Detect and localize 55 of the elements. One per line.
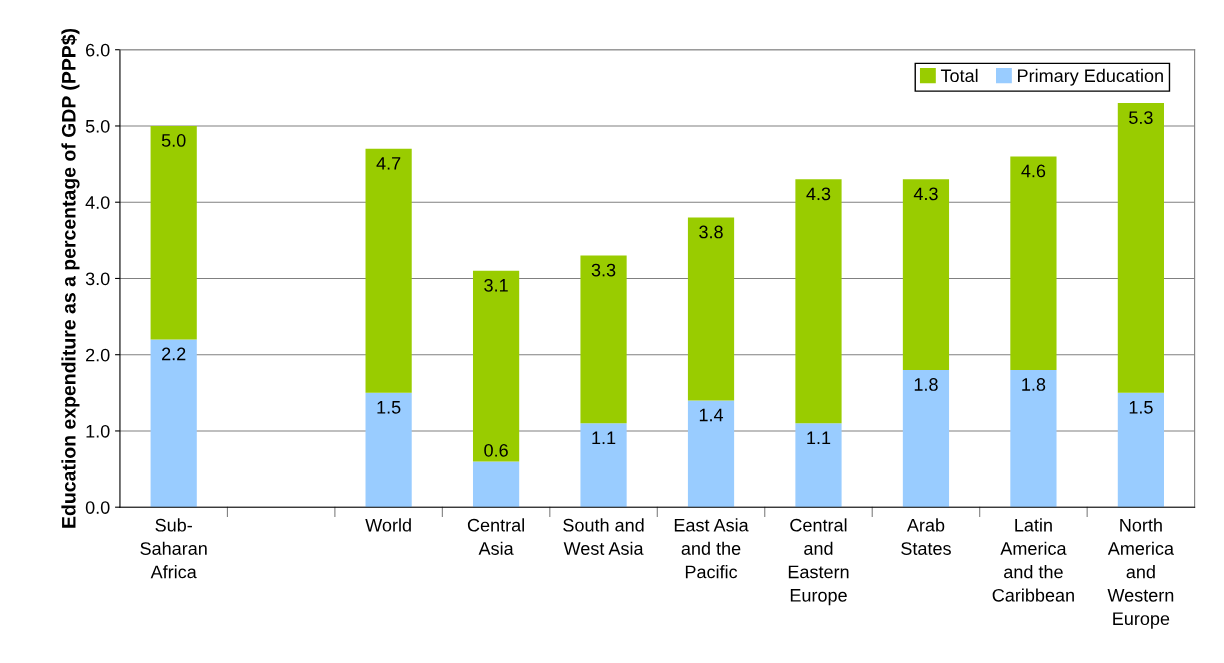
x-tick-label: Arab States — [901, 518, 951, 555]
bar — [795, 179, 842, 424]
bar — [687, 217, 735, 401]
y-axis-title: Education expenditure as a percentage of GDP (PPP$) — [61, 28, 80, 528]
bar — [472, 270, 520, 462]
x-tick-label: South and West Asia — [563, 518, 644, 555]
y-tick-label: 5.0 — [85, 119, 110, 133]
bar — [1010, 369, 1057, 508]
bar — [795, 423, 842, 508]
x-tick-label: Sub- Saharan Africa — [140, 518, 207, 579]
bar — [472, 461, 520, 508]
total-label: 4.3 — [806, 187, 831, 201]
total-label: 5.3 — [1129, 111, 1153, 124]
legend-label: Primary Education — [1018, 68, 1163, 86]
data-label: 1.1 — [592, 431, 616, 445]
bar — [902, 179, 950, 370]
data-label: 1.4 — [699, 408, 724, 422]
bar — [1117, 392, 1164, 508]
x-tick-label: East Asia and the Pacific — [674, 518, 749, 579]
total-label: 4.7 — [376, 157, 401, 170]
y-tick-label: 0.0 — [85, 501, 110, 514]
bar — [1117, 103, 1164, 393]
y-tick-label: 1.0 — [86, 424, 110, 438]
bar — [365, 148, 412, 393]
legend-label: Total — [940, 68, 978, 83]
total-label: 4.3 — [913, 187, 938, 201]
data-label: 1.8 — [1022, 378, 1046, 391]
bar — [902, 369, 950, 508]
bar — [580, 423, 627, 508]
x-tick-label: North America and Western Europe — [1107, 518, 1174, 629]
x-tick-label: Central Asia — [467, 518, 524, 555]
bar — [687, 400, 735, 508]
bar — [1010, 156, 1057, 370]
total-label: 3.3 — [591, 263, 616, 277]
y-tick-label: 3.0 — [85, 272, 110, 286]
bar — [580, 255, 627, 424]
data-label: 1.1 — [807, 431, 831, 445]
y-tick-label: 2.0 — [86, 348, 110, 362]
total-label: 3.8 — [699, 225, 723, 239]
x-tick-label: Central and Eastern Europe — [788, 518, 849, 606]
data-label: 1.5 — [1129, 401, 1153, 414]
total-label: 5.0 — [161, 134, 186, 147]
x-tick-label: Latin America and the Caribbean — [992, 518, 1074, 602]
y-tick-label: 4.0 — [85, 196, 110, 209]
total-label: 4.6 — [1021, 164, 1046, 178]
data-label: 1.8 — [914, 378, 938, 391]
bar — [365, 392, 412, 508]
bar — [150, 339, 197, 508]
x-tick-label: World — [365, 518, 411, 532]
data-label: 1.5 — [377, 401, 401, 414]
data-label: 2.2 — [162, 347, 186, 361]
total-label: 3.1 — [484, 278, 508, 292]
data-label: 0.6 — [484, 443, 508, 457]
y-tick-label: 6.0 — [86, 43, 110, 57]
bar — [150, 125, 197, 340]
